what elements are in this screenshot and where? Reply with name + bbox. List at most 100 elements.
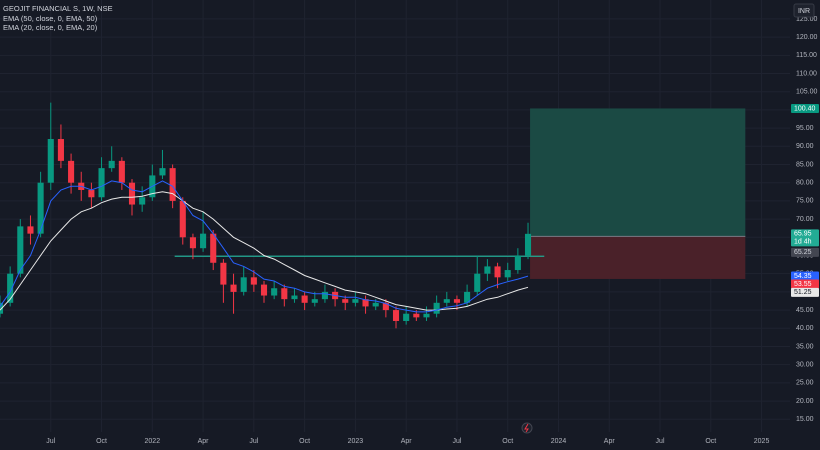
axes: 15.0020.0025.0030.0035.0040.0045.0050.00… xyxy=(46,16,819,445)
candle-body xyxy=(271,288,278,296)
candle-body xyxy=(281,288,288,300)
y-tick-label: 85.00 xyxy=(796,161,814,168)
lightning-icon xyxy=(524,423,529,433)
ema-line xyxy=(0,191,529,311)
candle-body xyxy=(179,200,186,238)
x-tick-label: Apr xyxy=(401,438,413,445)
candle-body xyxy=(372,302,379,307)
candle-body xyxy=(220,262,227,285)
candle-body xyxy=(321,291,328,300)
candle-body xyxy=(200,233,207,249)
candle-body xyxy=(514,255,521,271)
legend-entry: EMA (20, close, 0, EMA, 20) xyxy=(3,23,98,32)
candle-body xyxy=(301,295,308,303)
ema-line xyxy=(0,180,529,313)
y-tick-label: 25.00 xyxy=(796,380,814,387)
candle-body xyxy=(342,299,349,303)
candle-body xyxy=(403,313,410,321)
y-tick-label: 120.00 xyxy=(796,34,818,41)
x-tick-label: Jul xyxy=(249,438,258,445)
candle-body xyxy=(210,233,217,263)
candle-body xyxy=(47,139,54,183)
price-label-text: 65.25 xyxy=(794,249,812,256)
price-label-text: 53.55 xyxy=(794,281,812,288)
y-tick-label: 80.00 xyxy=(796,180,814,187)
x-tick-label: Apr xyxy=(604,438,616,445)
candle-body xyxy=(382,302,389,311)
y-tick-label: 35.00 xyxy=(796,343,814,350)
x-tick-label: 2023 xyxy=(348,438,364,445)
price-label-text: 100.40 xyxy=(794,105,816,112)
x-tick-label: Jul xyxy=(46,438,55,445)
profit-zone xyxy=(530,108,746,237)
candle-body xyxy=(484,266,491,274)
candle-body xyxy=(443,299,450,303)
candle-body xyxy=(128,182,136,205)
candle-body xyxy=(524,233,532,256)
x-tick-label: 2025 xyxy=(754,438,770,445)
y-tick-label: 125.00 xyxy=(796,16,818,23)
candle-body xyxy=(98,168,105,198)
x-tick-label: 2024 xyxy=(551,438,567,445)
price-label xyxy=(791,287,819,297)
x-tick-label: Jul xyxy=(656,438,665,445)
candle-body xyxy=(352,299,359,303)
y-tick-label: 20.00 xyxy=(796,398,814,405)
event-icon[interactable] xyxy=(521,422,533,434)
y-tick-label: 40.00 xyxy=(796,325,814,332)
candle-body xyxy=(68,160,75,183)
candle-body xyxy=(7,273,14,303)
candle-body xyxy=(433,302,440,314)
candle-body xyxy=(88,189,95,198)
candle-body xyxy=(27,226,34,234)
candle-body xyxy=(494,266,501,278)
candle-body xyxy=(159,168,166,176)
candle-body xyxy=(230,284,237,292)
currency-badge[interactable] xyxy=(793,3,815,18)
candle-body xyxy=(169,168,176,201)
y-tick-label: 30.00 xyxy=(796,362,814,369)
candle-body xyxy=(250,277,257,285)
candle-body xyxy=(189,237,196,249)
price-label-text: 51.25 xyxy=(794,289,812,296)
candle-body xyxy=(57,139,64,161)
candle-body xyxy=(423,313,430,318)
y-tick-label: 95.00 xyxy=(796,125,814,132)
y-tick-label: 90.00 xyxy=(796,143,814,150)
x-tick-label: Oct xyxy=(96,438,107,445)
candle-body xyxy=(118,160,125,183)
candle-body xyxy=(474,273,481,292)
y-tick-label: 45.00 xyxy=(796,307,814,314)
candle-body xyxy=(311,299,318,303)
currency: INR xyxy=(798,8,810,15)
price-label xyxy=(791,247,819,257)
candle-body xyxy=(240,277,247,292)
candle-body xyxy=(504,270,511,278)
y-tick-label: 110.00 xyxy=(796,70,817,77)
x-tick-label: 2022 xyxy=(145,438,161,445)
legend-entry: EMA (50, close, 0, EMA, 50) xyxy=(3,14,98,23)
countdown: 1d 4h xyxy=(794,239,812,246)
x-tick-label: Jul xyxy=(452,438,461,445)
x-tick-label: Apr xyxy=(198,438,210,445)
price-label xyxy=(791,271,819,281)
candle-body xyxy=(413,313,420,318)
candle-body xyxy=(362,299,369,307)
candle-body xyxy=(17,226,24,274)
y-tick-label: 15.00 xyxy=(796,416,814,423)
candle-body xyxy=(108,160,115,169)
price-axis xyxy=(790,0,820,450)
candle-body xyxy=(260,284,268,296)
y-tick-label: 70.00 xyxy=(796,216,814,223)
plot xyxy=(0,102,746,329)
y-tick-label: 75.00 xyxy=(796,198,814,205)
price-label-text: 65.95 xyxy=(794,231,812,238)
x-tick-label: Oct xyxy=(705,438,716,445)
candle-body xyxy=(464,291,471,303)
candle-body xyxy=(37,182,44,234)
x-tick-label: Oct xyxy=(299,438,310,445)
candle-body xyxy=(291,295,298,300)
price-label xyxy=(791,229,819,247)
candle-body xyxy=(139,197,146,205)
